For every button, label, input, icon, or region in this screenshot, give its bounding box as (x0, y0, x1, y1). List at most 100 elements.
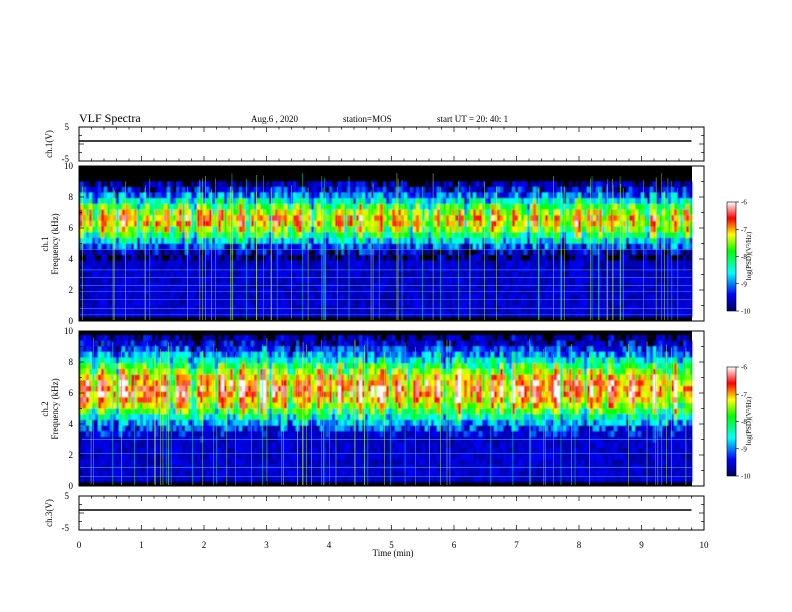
spectrogram-cell (485, 186, 489, 193)
spectrogram-cell (407, 271, 411, 278)
spectrogram-cell (155, 181, 159, 188)
spectrogram-cell (524, 237, 528, 244)
spectrogram-cell (350, 260, 354, 267)
spectrogram-cell (110, 271, 114, 278)
spectrogram-cell (491, 283, 495, 290)
spectrogram-cell (584, 232, 588, 239)
spectrogram-cell (212, 294, 216, 301)
spectrogram-cell (620, 294, 624, 301)
spectrogram-cell (254, 254, 258, 261)
spectrogram-cell (467, 198, 471, 205)
spectrogram-cell (647, 300, 651, 306)
spectrogram-cell (626, 249, 630, 256)
spectrogram-cell (626, 260, 630, 267)
spectrogram-cell (227, 277, 231, 284)
spectrogram-cell (125, 232, 129, 239)
spectrogram-cell (362, 226, 366, 233)
spectrogram-cell (578, 300, 582, 306)
spectrogram-cell (422, 294, 426, 301)
spectrogram-cell (191, 232, 195, 239)
spectrogram-cell (119, 271, 123, 278)
spectrogram-cell (626, 237, 630, 244)
spectrogram-cell (221, 220, 225, 227)
spectrogram-cell (242, 249, 246, 256)
spectrogram-cell (293, 294, 297, 301)
spectrogram-cell (500, 271, 504, 278)
spectrogram-cell (368, 203, 372, 210)
spectrogram-cell (500, 237, 504, 244)
spectrogram-cell (548, 198, 552, 205)
spectrogram-cell (167, 203, 171, 210)
spectrogram-cell (344, 181, 348, 188)
spectrogram-cell (602, 260, 606, 267)
spectrogram-cell (416, 220, 420, 227)
spectrogram-cell (575, 260, 579, 267)
spectrogram-cell (224, 186, 228, 193)
spectrogram-cell (326, 220, 330, 227)
spectrogram-cell (152, 192, 156, 199)
spectrogram-cell (473, 294, 477, 301)
spectrogram-cell (95, 249, 99, 256)
spectrogram-cell (170, 300, 174, 306)
spectrogram-cell (239, 209, 243, 216)
spectrogram-cell (599, 254, 603, 261)
spectrogram-cell (536, 181, 540, 188)
spectrogram-cell (551, 181, 555, 188)
spectrogram-cell (599, 311, 603, 318)
spectrogram-cell (689, 192, 693, 199)
spectrogram-cell (506, 249, 510, 256)
spectrogram-cell (122, 198, 126, 205)
spectrogram-cell (515, 220, 519, 227)
spectrogram-cell (89, 249, 93, 256)
spectrogram-cell (587, 271, 591, 278)
spectrogram-cell (650, 300, 654, 306)
spectrogram-cell (131, 283, 135, 290)
spectrogram-cell (455, 220, 459, 227)
spectrogram-cell (296, 181, 300, 188)
spectrogram-cell (689, 311, 693, 318)
spectrogram-cell (266, 311, 270, 318)
spectrogram-cell (83, 226, 87, 233)
spectrogram-cell (305, 311, 309, 318)
spectrogram-cell (302, 203, 306, 210)
spectrogram-cell (659, 249, 663, 256)
spectrogram-cell (668, 294, 672, 301)
spectrogram-cell (689, 277, 693, 284)
spectrogram-cell (674, 203, 678, 210)
spectrogram-cell (191, 226, 195, 233)
spectrogram-cell (284, 237, 288, 244)
spectrogram-cell (389, 209, 393, 216)
spectrogram-cell (554, 300, 558, 306)
spectrogram-cell (374, 232, 378, 239)
spectrogram-cell (557, 192, 561, 199)
spectrogram-cell (179, 283, 183, 290)
spectrogram-cell (296, 266, 300, 273)
spectrogram-cell (209, 186, 213, 193)
spectrogram-cell (545, 249, 549, 256)
spectrogram-cell (293, 300, 297, 306)
spectrogram-cell (482, 249, 486, 256)
spectrogram-cell (218, 254, 222, 261)
spectrogram-cell (512, 243, 516, 250)
spectrogram-cell (332, 277, 336, 284)
spectrogram-cell (509, 198, 513, 205)
spectrogram-cell (509, 260, 513, 267)
spectrogram-cell (464, 226, 468, 233)
spectrogram-cell (275, 283, 279, 290)
spectrogram-cell (110, 203, 114, 210)
spectrogram-cell (434, 203, 438, 210)
spectrogram-cell (584, 192, 588, 199)
spectrogram-cell (140, 300, 144, 306)
spectrogram-cell (467, 260, 471, 267)
spectrogram-cell (437, 181, 441, 188)
spectrogram-cell (620, 232, 624, 239)
spectrogram-cell (149, 232, 153, 239)
spectrogram-cell (599, 215, 603, 222)
spectrogram-cell (506, 260, 510, 267)
spectrogram-cell (488, 192, 492, 199)
spectrogram-cell (188, 209, 192, 216)
spectrogram-cell (425, 192, 429, 199)
spectrogram-cell (155, 283, 159, 290)
spectrogram-cell (632, 237, 636, 244)
spectrogram-cell (515, 294, 519, 301)
